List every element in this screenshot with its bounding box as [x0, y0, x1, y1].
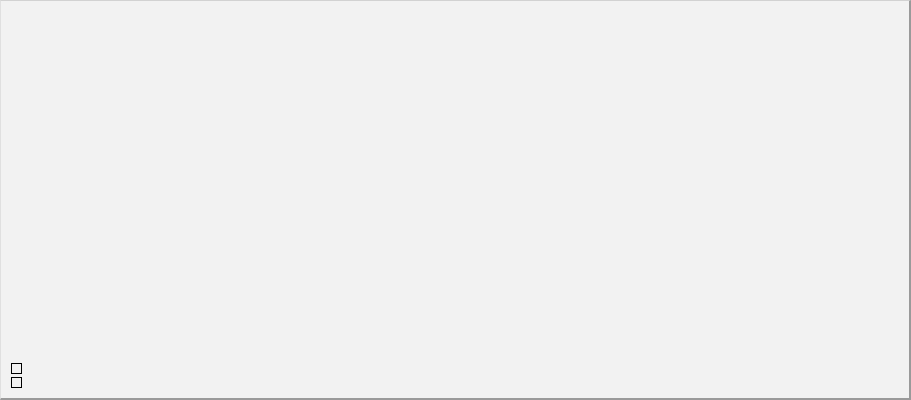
- legend-row-inbound: [1, 362, 909, 375]
- legend-row-outbound: [1, 376, 909, 389]
- outbound-swatch-icon: [11, 377, 22, 388]
- inbound-swatch-icon: [11, 363, 22, 374]
